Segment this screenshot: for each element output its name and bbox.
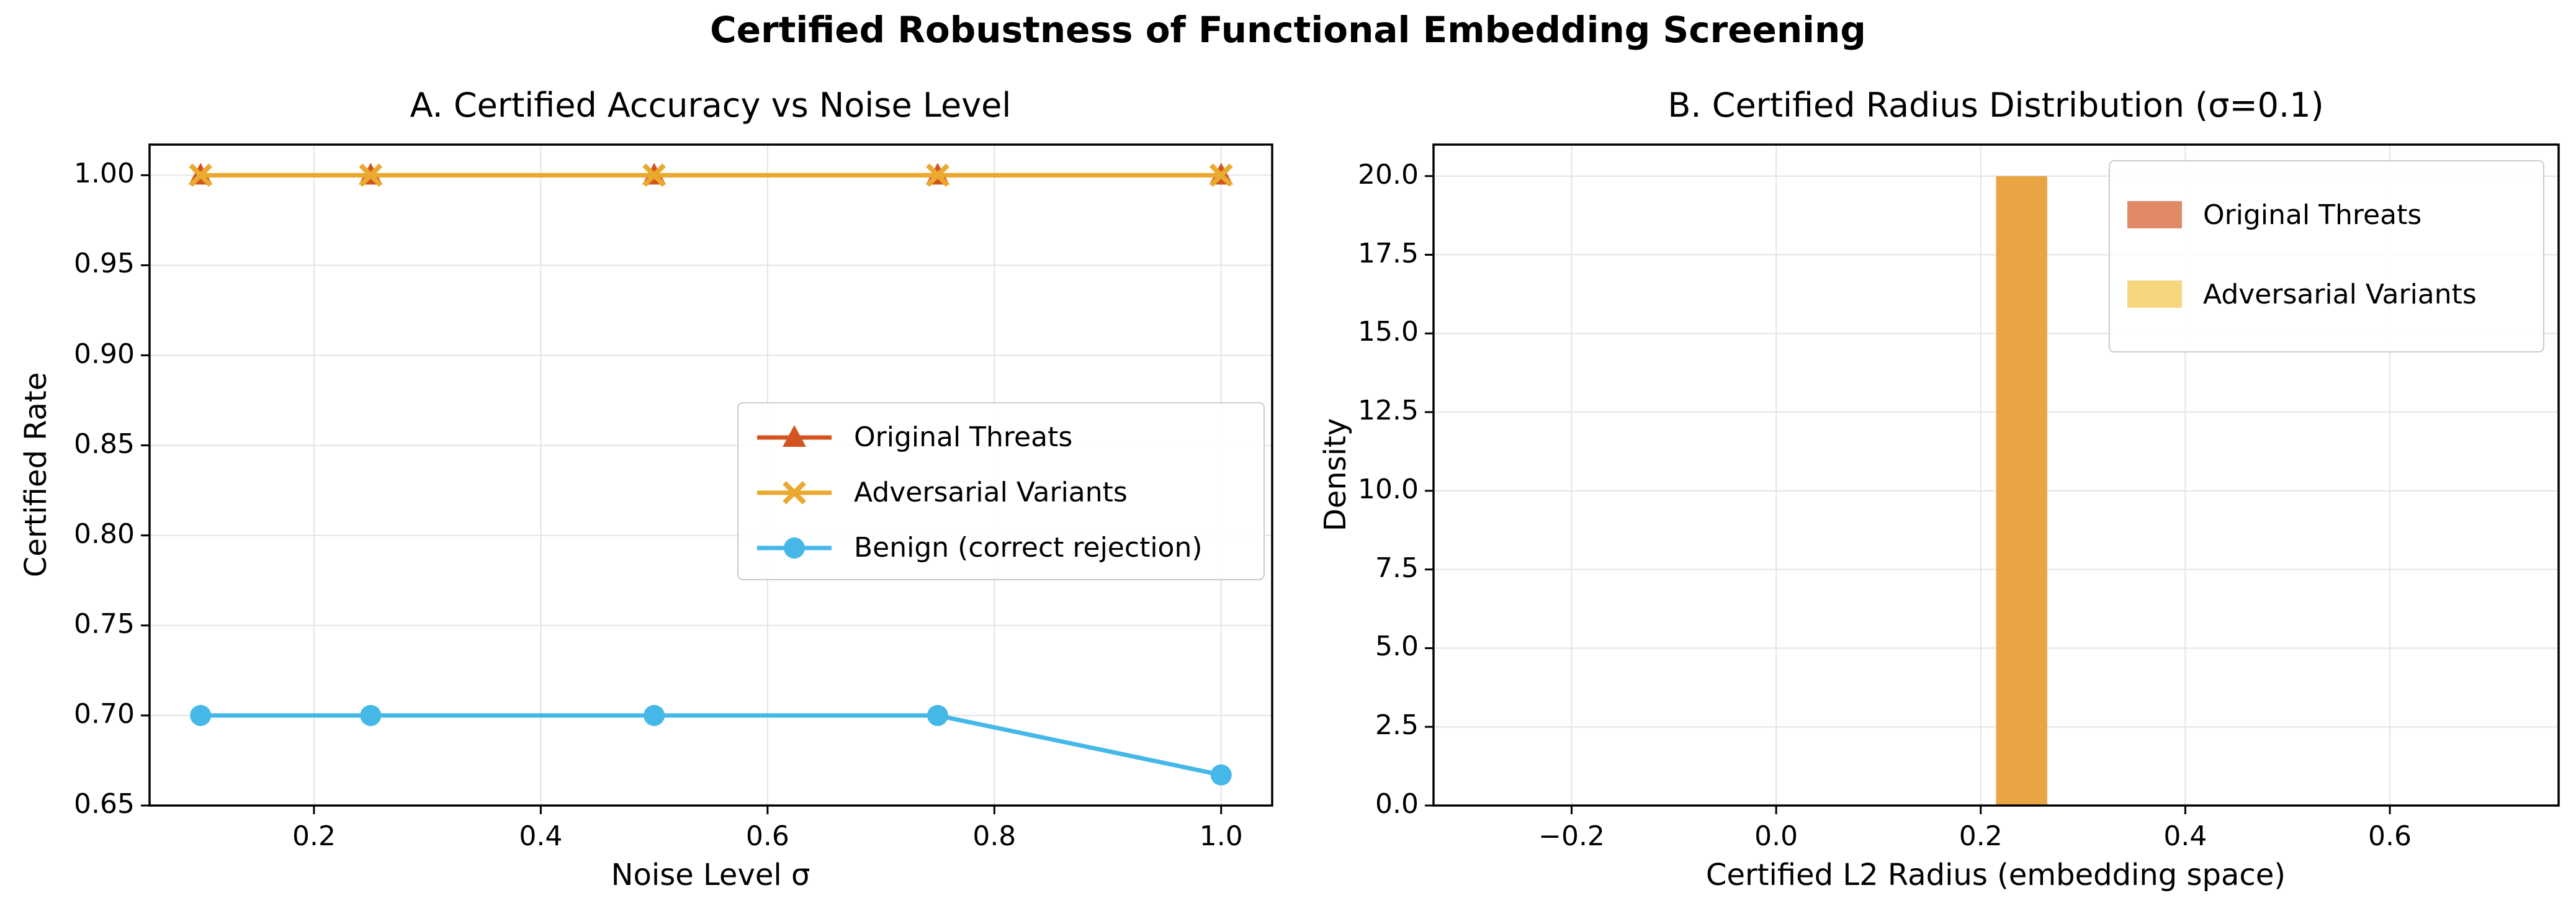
circle-marker bbox=[644, 704, 665, 726]
circle-marker bbox=[1210, 764, 1232, 786]
legend-item-label: Adversarial Variants bbox=[2203, 278, 2477, 310]
axes-spines bbox=[1432, 143, 2560, 807]
y-tick-label: 5.0 bbox=[1375, 631, 1419, 663]
x-legend-sample bbox=[757, 480, 832, 505]
legend-item: Original Threats bbox=[756, 410, 1263, 465]
circle-legend-sample bbox=[757, 537, 832, 559]
y-tick-label: 0.95 bbox=[74, 248, 135, 280]
circle-marker bbox=[190, 704, 212, 726]
y-tick-label: 10.0 bbox=[1358, 473, 1419, 505]
legend-item-label: Benign (correct rejection) bbox=[854, 532, 1203, 564]
y-tick-label: 0.80 bbox=[74, 518, 135, 550]
x-tick-label: 1.0 bbox=[1199, 820, 1243, 852]
x-tick-label: 0.8 bbox=[972, 820, 1016, 852]
panel-b-legend: Original Threats Adversarial Variants bbox=[2109, 160, 2544, 352]
y-tick-label: 15.0 bbox=[1358, 316, 1419, 348]
y-tick-label: 17.5 bbox=[1358, 237, 1419, 269]
legend-item: Original Threats bbox=[2127, 175, 2543, 254]
y-tick-label: 0.70 bbox=[74, 698, 135, 730]
x-marker bbox=[359, 163, 383, 187]
y-tick-label: 0.75 bbox=[74, 608, 135, 640]
panel-a-title: A. Certified Accuracy vs Noise Level bbox=[410, 86, 1012, 125]
panel-b-xlabel: Certified L2 Radius (embedding space) bbox=[1705, 858, 2286, 892]
histogram-bar bbox=[1996, 176, 2047, 806]
x-tick-label: 0.2 bbox=[292, 820, 336, 852]
triangle-marker bbox=[783, 424, 806, 447]
y-tick-label: 2.5 bbox=[1375, 709, 1419, 742]
circle-marker bbox=[360, 704, 382, 726]
legend-item-label: Original Threats bbox=[2203, 199, 2422, 231]
x-marker bbox=[926, 163, 949, 187]
x-tick-label: 0.4 bbox=[2163, 820, 2207, 852]
y-tick-label: 0.85 bbox=[74, 428, 135, 460]
legend-item-label: Adversarial Variants bbox=[854, 477, 1128, 508]
figure-suptitle: Certified Robustness of Functional Embed… bbox=[710, 9, 1866, 51]
x-tick-label: 0.4 bbox=[519, 820, 563, 852]
x-marker bbox=[783, 480, 806, 505]
x-tick-label: 0.6 bbox=[745, 820, 789, 852]
x-marker bbox=[189, 163, 213, 187]
y-tick-label: 7.5 bbox=[1375, 552, 1419, 584]
y-tick-label: 0.90 bbox=[74, 338, 135, 370]
panel-a-xlabel: Noise Level σ bbox=[611, 858, 810, 892]
x-marker bbox=[1209, 163, 1233, 187]
axes-spines bbox=[148, 143, 1273, 807]
x-tick-label: 0.0 bbox=[1754, 820, 1798, 852]
legend-color-patch bbox=[2127, 201, 2182, 228]
y-tick-label: 0.65 bbox=[74, 788, 135, 820]
y-tick-label: 20.0 bbox=[1358, 158, 1419, 191]
legend-item-label: Original Threats bbox=[854, 421, 1073, 453]
legend-item: Benign (correct rejection) bbox=[756, 520, 1263, 575]
circle-marker bbox=[927, 704, 948, 726]
x-tick-label: 0.2 bbox=[1959, 820, 2003, 852]
x-marker bbox=[642, 163, 666, 187]
x-tick-label: 0.6 bbox=[2368, 820, 2412, 852]
triangle-legend-sample bbox=[757, 424, 832, 447]
panel-a-legend: Original Threats Adversarial Variants Beni… bbox=[737, 402, 1265, 580]
circle-marker bbox=[784, 537, 805, 559]
y-tick-label: 0.0 bbox=[1375, 788, 1419, 820]
legend-color-patch bbox=[2127, 281, 2182, 308]
panel-b-title: B. Certified Radius Distribution (σ=0.1) bbox=[1667, 86, 2324, 125]
y-tick-label: 12.5 bbox=[1358, 395, 1419, 427]
x-tick-label: −0.2 bbox=[1538, 820, 1605, 852]
legend-item: Adversarial Variants bbox=[756, 465, 1263, 520]
legend-item: Adversarial Variants bbox=[2127, 254, 2543, 334]
series-line bbox=[200, 713, 1222, 778]
y-tick-label: 1.00 bbox=[74, 158, 135, 190]
